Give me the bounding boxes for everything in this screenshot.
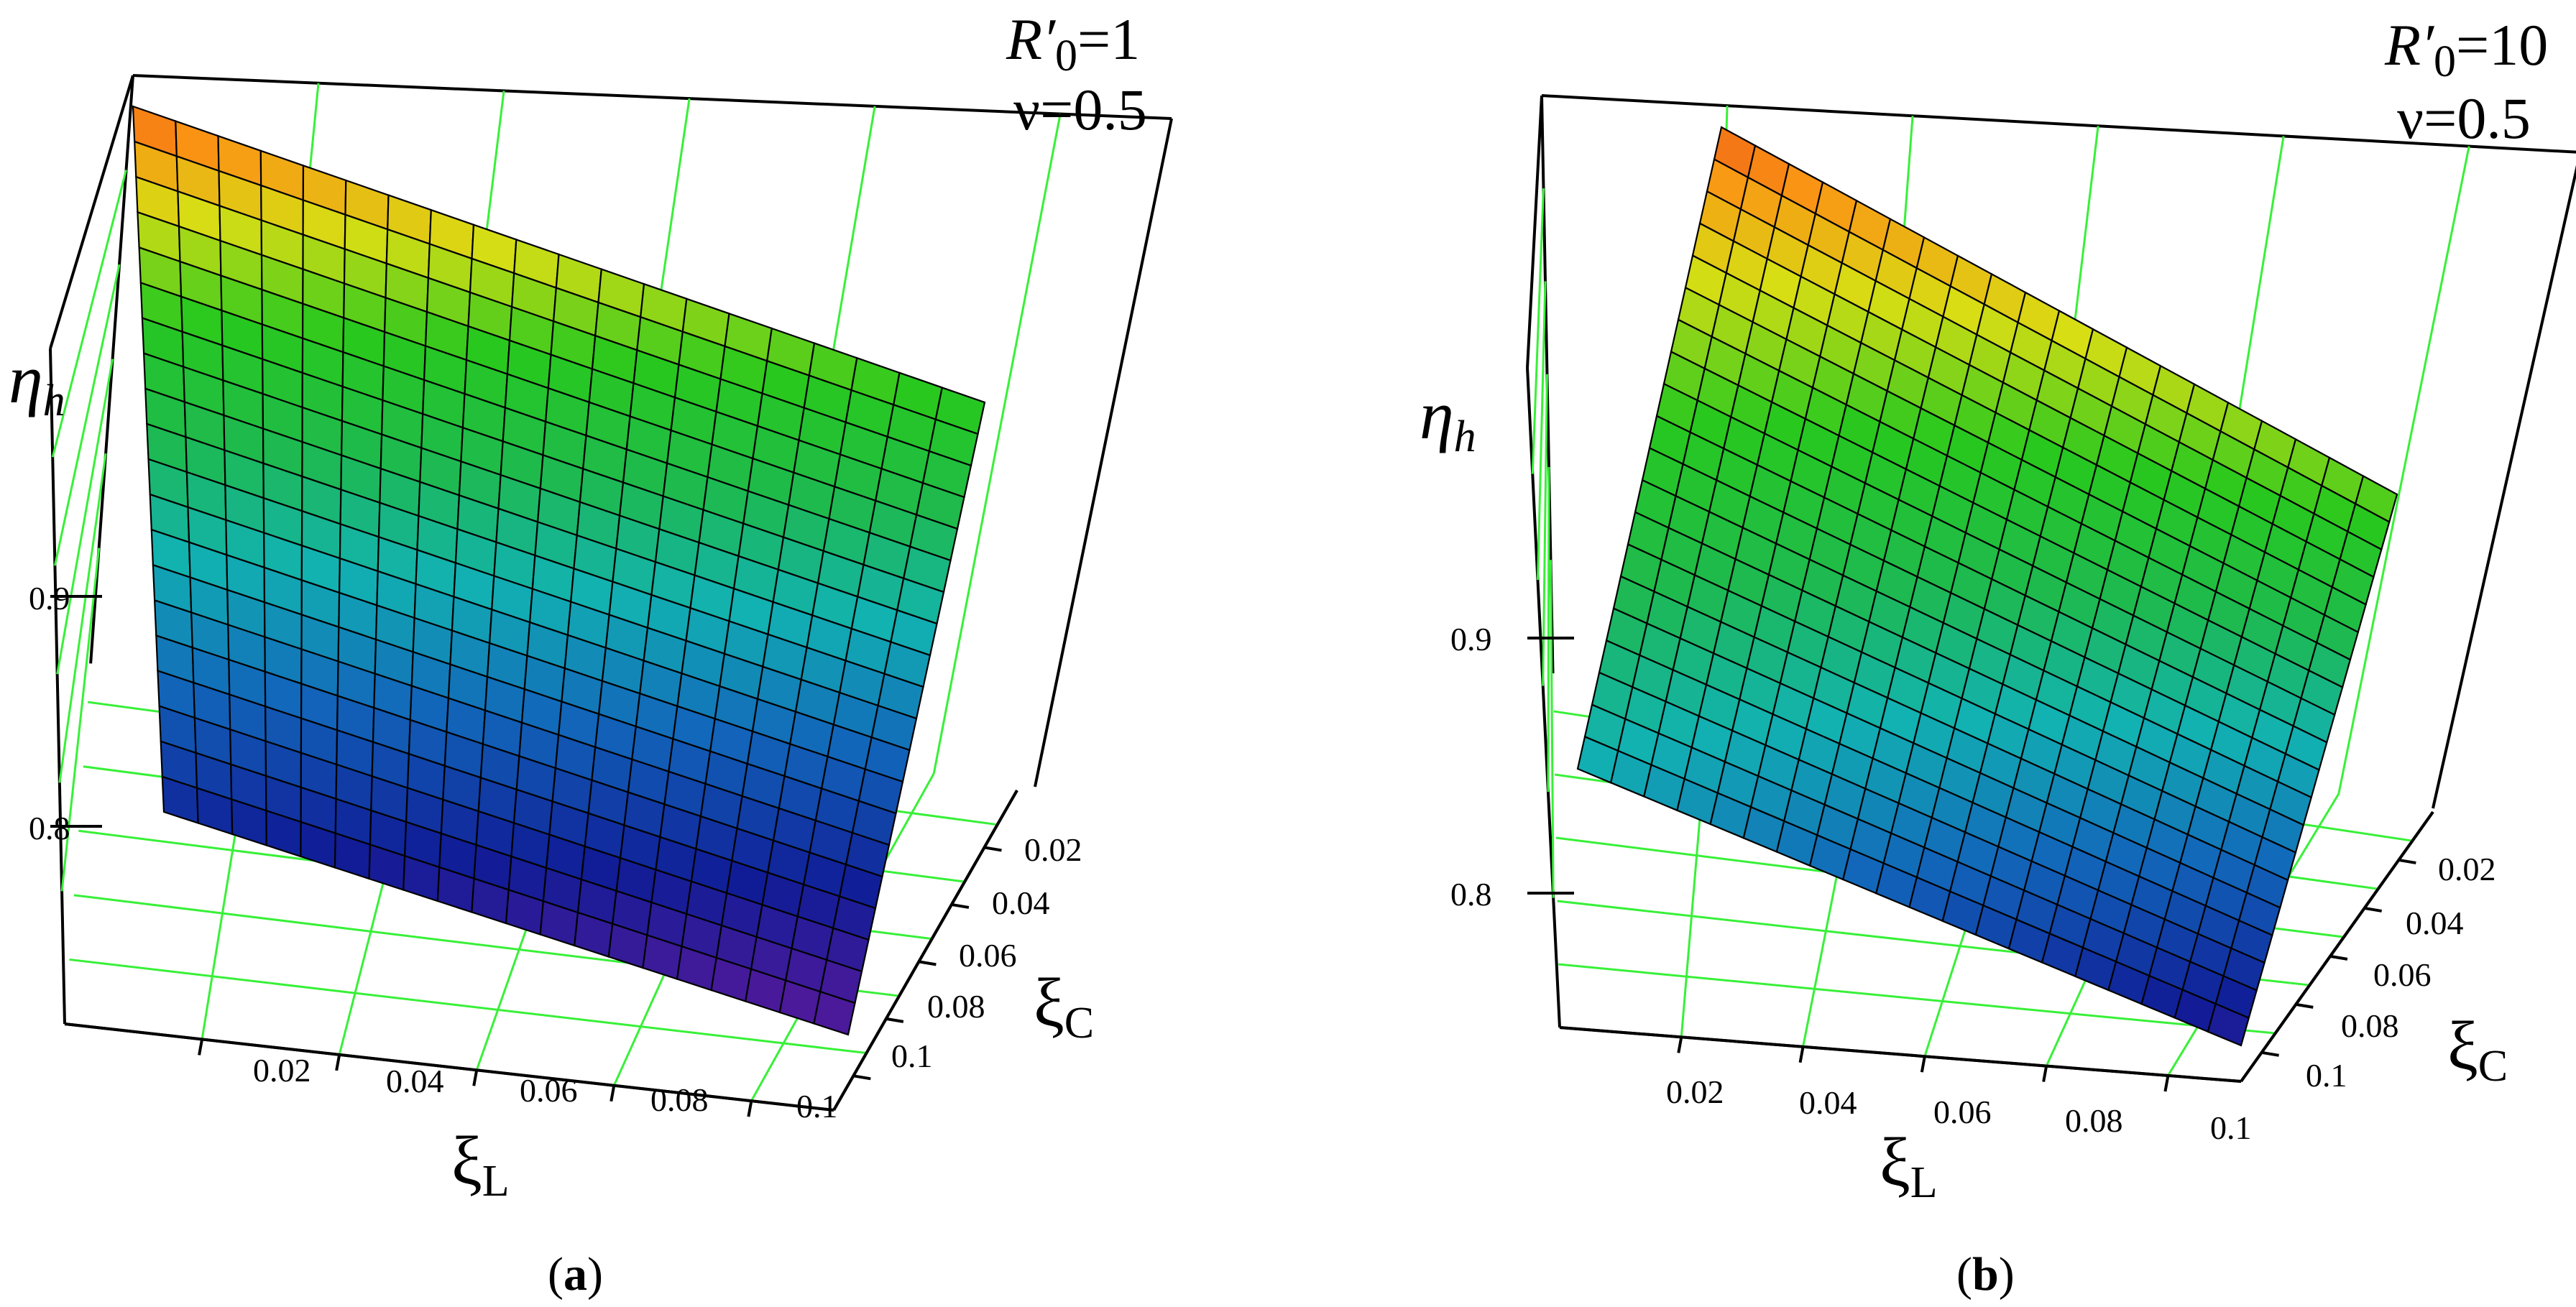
back-wall-gridline xyxy=(932,114,1062,774)
side-wall-gridline xyxy=(56,359,114,675)
panel-a-r0-param: R′0=1 xyxy=(1006,6,1140,80)
panel-b-y-tick: 0.06 xyxy=(2373,956,2432,993)
y-tick-mark xyxy=(919,960,937,966)
panel-a-x-tick: 0.08 xyxy=(650,1081,709,1118)
surface-patch xyxy=(813,990,856,1036)
front-edge xyxy=(832,790,1018,1111)
side-wall-gridline xyxy=(60,548,101,892)
side-wall-gridline xyxy=(53,264,121,566)
panel-b-surface xyxy=(1576,126,2398,1047)
y-tick-mark xyxy=(2295,1002,2314,1009)
y-tick-mark xyxy=(951,902,970,909)
box-edge xyxy=(132,74,1172,120)
side-wall-gridline xyxy=(51,170,127,458)
box-edge xyxy=(1526,95,1543,369)
panel-b-x-tick: 0.02 xyxy=(1666,1073,1724,1110)
panel-b-x-tick: 0.1 xyxy=(2210,1109,2252,1146)
surface-patch xyxy=(2207,1002,2250,1047)
panel-a-y-tick: 0.06 xyxy=(959,937,1017,974)
front-edge xyxy=(1559,1026,2242,1083)
panel-a-y-tick: 0.02 xyxy=(1024,831,1082,868)
back-wall-gridline xyxy=(2337,146,2470,795)
side-wall-gridline xyxy=(58,453,107,783)
panel-a-x-tick: 0.04 xyxy=(386,1063,444,1099)
panel-b-x-tick: 0.08 xyxy=(2065,1102,2123,1139)
panel-a-y-label: ξC xyxy=(1034,964,1094,1048)
side-wall-gridline xyxy=(1542,374,1548,686)
panel-a: ηh 0.9 0.8 0.02 0.04 0.06 0.08 0.1 ξL 0.… xyxy=(9,6,1173,1301)
panel-b-x-label: ξL xyxy=(1880,1124,1938,1207)
panel-a-y-tick: 0.1 xyxy=(891,1038,933,1074)
floor-gridline xyxy=(69,958,867,1055)
panel-b-y-tick: 0.02 xyxy=(2438,851,2496,887)
box-edge xyxy=(49,348,66,1025)
panel-b-z-tick: 0.9 xyxy=(1450,621,1492,657)
y-tick-mark xyxy=(984,846,1002,852)
panel-b-z-label: ηh xyxy=(1420,377,1476,461)
box-edge xyxy=(49,75,134,349)
side-wall-gridline xyxy=(1547,466,1550,793)
panel-b-caption: (b) xyxy=(1956,1248,2015,1301)
y-tick-mark xyxy=(2398,858,2416,864)
side-wall-gridline xyxy=(1536,281,1547,581)
front-edge xyxy=(64,1022,834,1112)
panel-a-front-edges xyxy=(50,595,1018,1117)
y-tick-mark xyxy=(2329,954,2348,961)
panel-b-y-tick: 0.1 xyxy=(2306,1057,2347,1094)
x-tick-mark xyxy=(2042,1066,2048,1082)
x-tick-mark xyxy=(2163,1075,2170,1092)
x-tick-mark xyxy=(1920,1056,1926,1073)
panel-a-surface xyxy=(132,105,986,1036)
box-edge xyxy=(2432,165,2576,809)
panel-b: ηh 0.9 0.8 0.02 0.04 0.06 0.08 0.1 ξL 0.… xyxy=(1420,12,2576,1301)
panel-b-y-label: ξC xyxy=(2447,1007,2508,1091)
panel-a-caption: (a) xyxy=(548,1248,603,1301)
panel-a-x-tick: 0.06 xyxy=(520,1072,578,1109)
y-tick-mark xyxy=(2261,1050,2279,1057)
panel-a-x-tick: 0.1 xyxy=(796,1088,838,1124)
panel-b-y-tick: 0.04 xyxy=(2406,905,2464,941)
panel-b-r0-param: R′0=10 xyxy=(2384,12,2548,86)
box-edge xyxy=(1526,367,1561,1028)
x-tick-mark xyxy=(1798,1046,1805,1063)
panel-a-y-tick: 0.04 xyxy=(992,885,1050,921)
panel-a-z-label: ηh xyxy=(9,341,65,425)
panel-a-y-tick: 0.08 xyxy=(927,988,985,1025)
panel-a-z-tick: 0.8 xyxy=(29,810,70,846)
panel-b-front-edges xyxy=(1527,637,2434,1092)
y-tick-mark xyxy=(886,1017,904,1023)
panel-b-y-tick: 0.08 xyxy=(2341,1007,2399,1044)
x-tick-mark xyxy=(610,1085,616,1102)
panel-a-nu-param: ν=0.5 xyxy=(1013,77,1147,142)
x-tick-mark xyxy=(198,1039,204,1056)
front-edge xyxy=(2240,810,2434,1083)
panel-b-x-tick: 0.04 xyxy=(1799,1084,1857,1121)
x-tick-mark xyxy=(472,1069,479,1086)
y-tick-mark xyxy=(852,1074,871,1081)
panel-b-z-tick: 0.8 xyxy=(1450,876,1492,913)
box-edge xyxy=(1034,118,1173,788)
panel-a-x-label: ξL xyxy=(451,1122,510,1206)
box-edge xyxy=(1541,94,2576,154)
x-tick-mark xyxy=(747,1100,753,1117)
panel-b-x-tick: 0.06 xyxy=(1933,1094,1992,1130)
side-wall-gridline xyxy=(1531,188,1545,474)
panel-a-z-tick: 0.9 xyxy=(29,580,70,616)
x-tick-mark xyxy=(335,1054,341,1071)
panel-b-nu-param: ν=0.5 xyxy=(2397,86,2531,151)
side-wall-gridline xyxy=(1549,560,1555,898)
x-tick-mark xyxy=(1677,1037,1683,1053)
floor-gridline xyxy=(1558,963,2276,1035)
y-tick-mark xyxy=(2364,906,2382,913)
panel-a-x-tick: 0.02 xyxy=(253,1052,311,1089)
